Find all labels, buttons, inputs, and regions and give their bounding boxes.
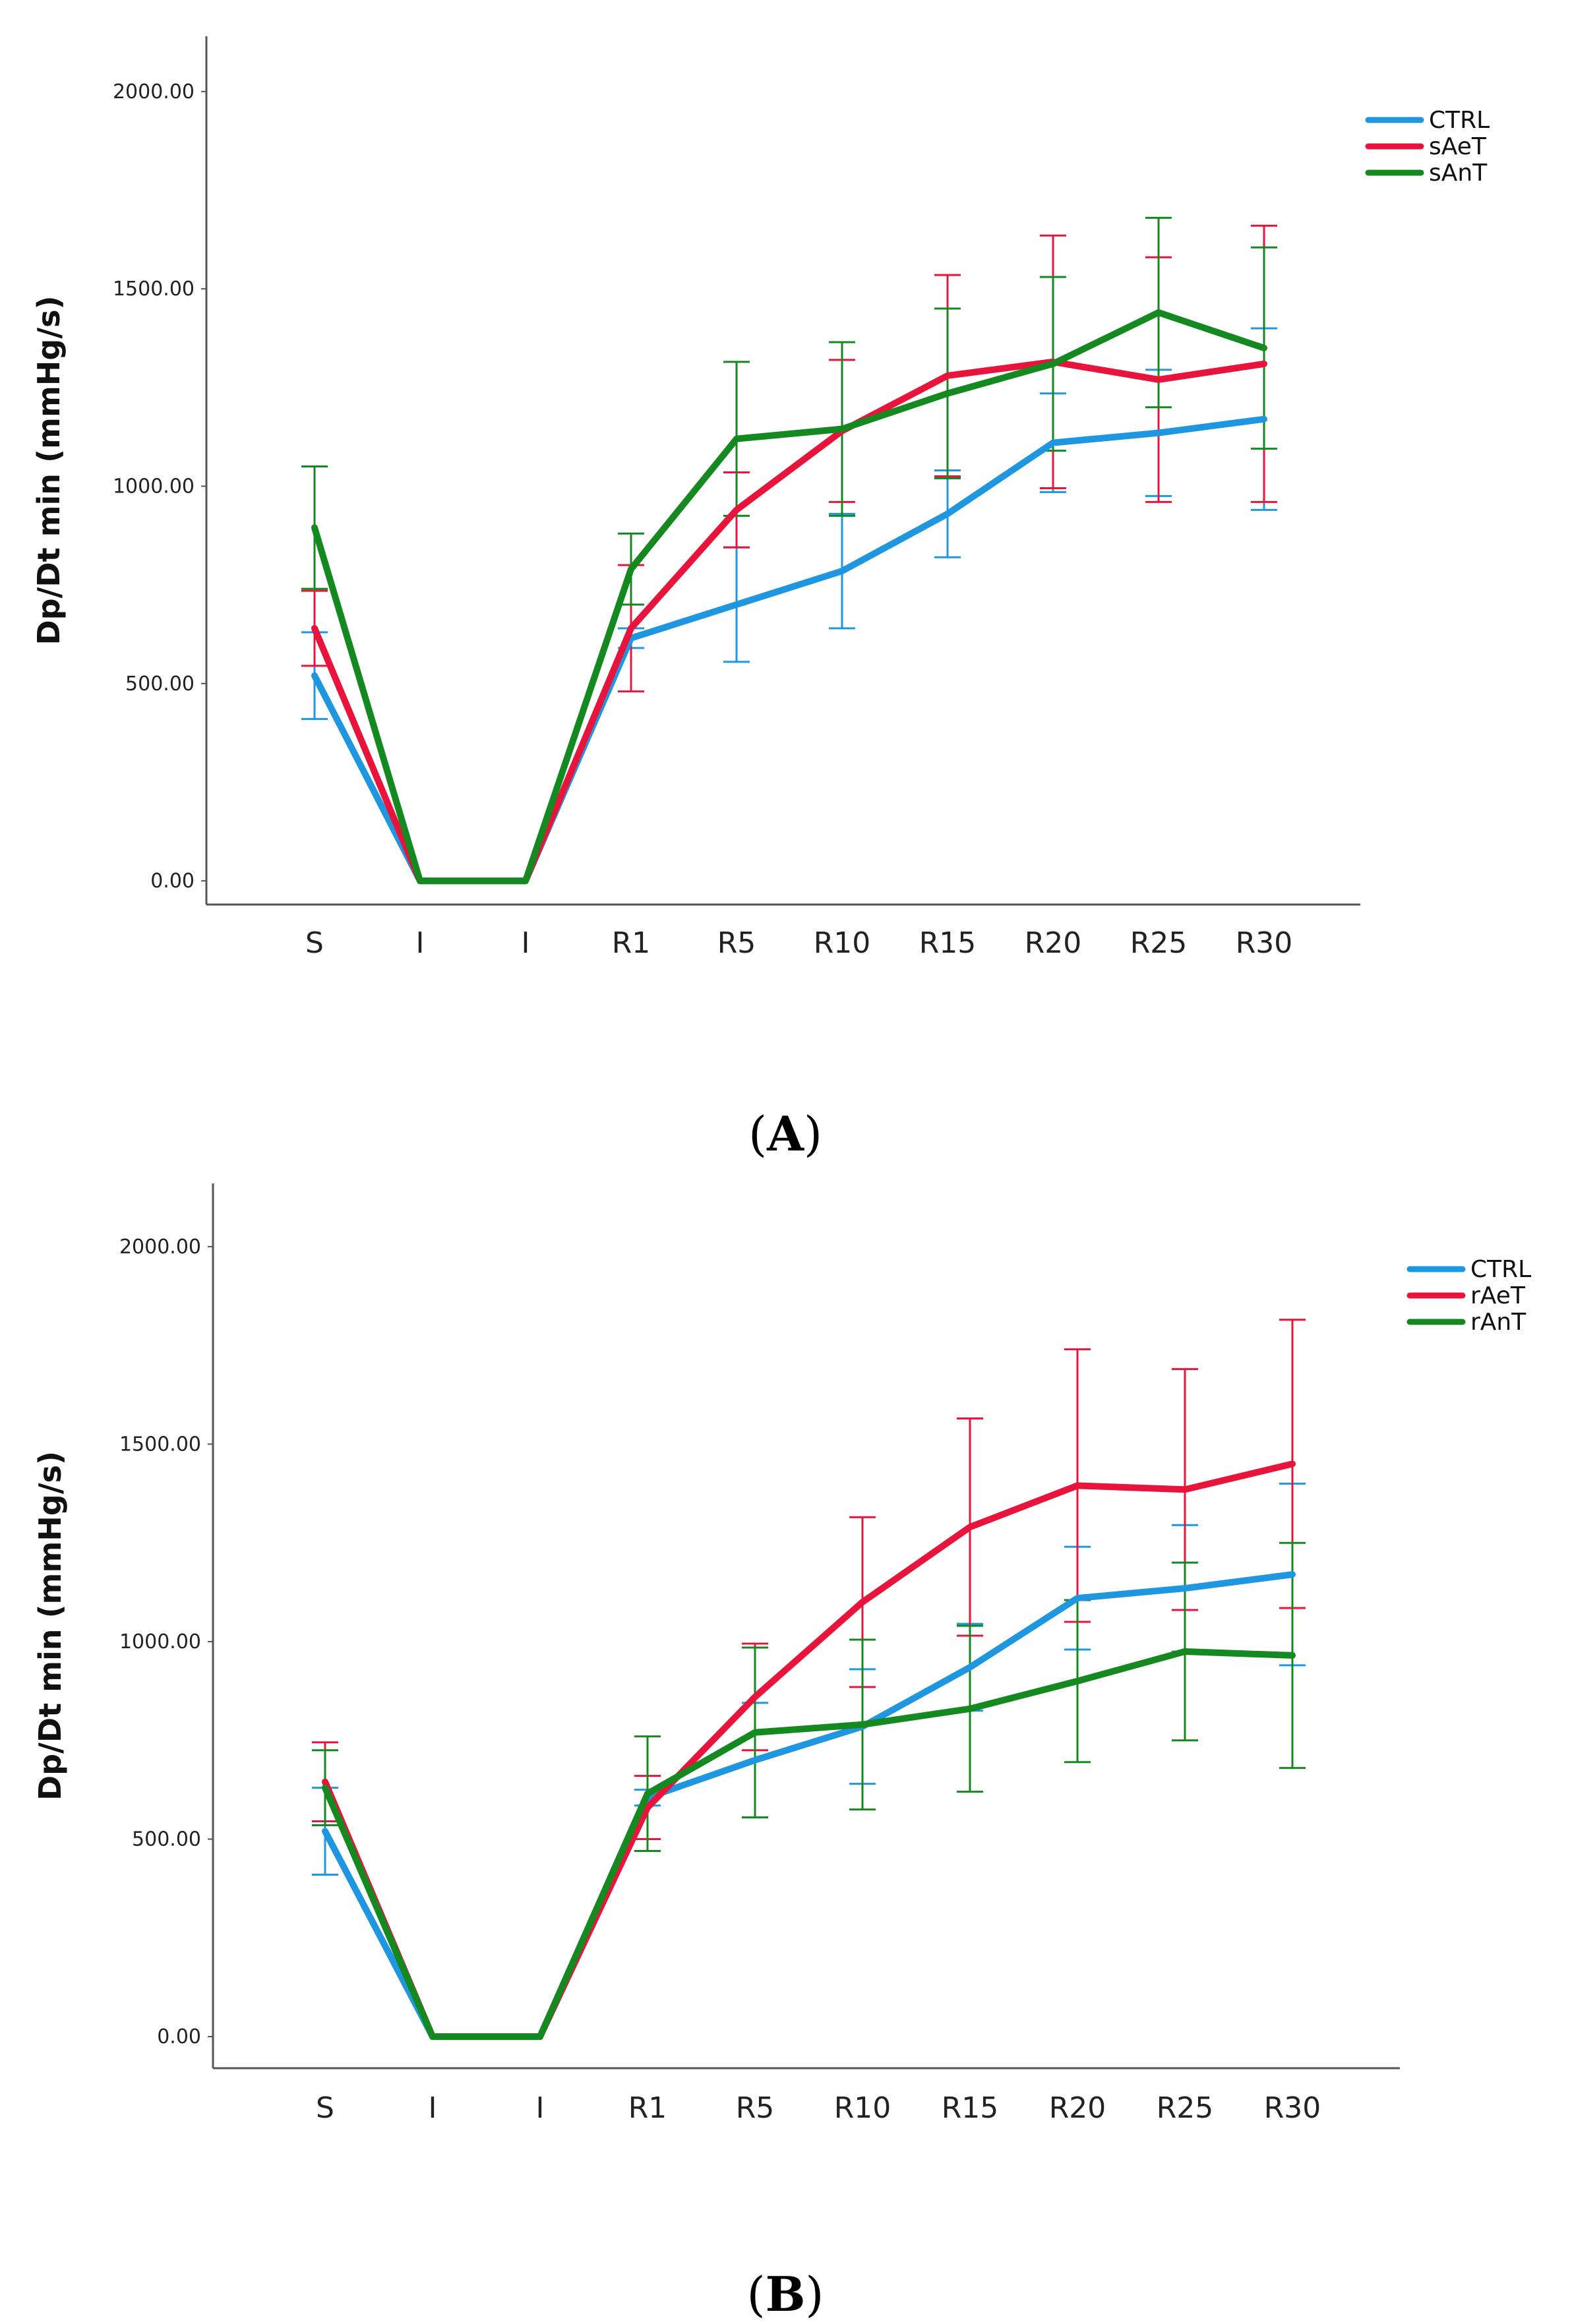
y-tick-label: 1000.00 [119,1630,201,1654]
series-line-ctrl [322,1571,1296,2041]
y-tick-label: 2000.00 [113,80,195,104]
legend-label-saet: sAeT [1429,133,1487,160]
x-tick-label: I [522,926,530,960]
panel-label-paren: ) [804,1106,822,1162]
y-tick-label: 1500.00 [113,278,195,301]
x-tick-label: I [536,2091,545,2125]
x-tick-label: S [316,2091,334,2125]
panel-label-paren: ( [746,2267,765,2322]
x-tick-label: S [305,926,324,960]
y-tick-label: 0.00 [157,2025,201,2048]
x-tick-label: I [416,926,425,960]
legend-label-ctrl: CTRL [1429,107,1490,134]
y-tick-label: 500.00 [125,672,195,696]
y-tick-label: 1500.00 [119,1433,201,1456]
panel-label-letter: B [766,2266,806,2322]
series-line-sant [311,309,1267,885]
x-tick-label: I [429,2091,437,2125]
series-line-ctrl [311,415,1267,885]
legend-label-raet: rAeT [1470,1282,1526,1309]
x-tick-label: R5 [717,926,756,960]
panel-label-b: (B) [746,2266,824,2322]
panel-label-paren: ) [805,2267,824,2322]
x-tick-label: R1 [628,2091,667,2125]
panel-label-a: (A) [748,1106,822,1162]
x-tick-label: R20 [1049,2091,1106,2125]
x-tick-label: R20 [1025,926,1082,960]
panel-label-paren: ( [748,1106,767,1162]
x-tick-label: R25 [1130,926,1188,960]
x-tick-label: R10 [834,2091,891,2125]
x-tick-label: R10 [814,926,871,960]
y-axis-title: Dp/Dt min (mmHg/s) [31,295,67,645]
y-tick-label: 0.00 [150,870,195,893]
series-line-rant [322,1648,1296,2041]
y-tick-label: 500.00 [132,1828,201,1851]
chart-panel-b: 0.00 500.00 1000.00 1500.00 2000.00 Dp/Dt min… [32,1183,1531,2125]
y-tick-label: 1000.00 [113,475,195,498]
series-line-saet [311,358,1267,885]
x-tick-label: R5 [736,2091,775,2125]
chart-panel-a: 0.00 500.00 1000.00 1500.00 2000.00 Dp/Dt min… [31,36,1490,960]
y-axis-title: Dp/Dt min (mmHg/s) [32,1451,68,1801]
y-tick-label: 2000.00 [119,1236,201,1259]
series-line-raet [322,1460,1296,2041]
panel-label-letter: A [766,1106,804,1162]
legend-label-ctrl: CTRL [1470,1256,1531,1283]
legend-label-sant: sAnT [1429,160,1488,187]
x-tick-label: R30 [1236,926,1293,960]
x-tick-label: R25 [1157,2091,1214,2125]
x-tick-label: R15 [942,2091,999,2125]
legend-label-rant: rAnT [1470,1309,1526,1336]
x-tick-label: R15 [919,926,977,960]
x-tick-label: R1 [612,926,651,960]
x-tick-label: R30 [1264,2091,1321,2125]
